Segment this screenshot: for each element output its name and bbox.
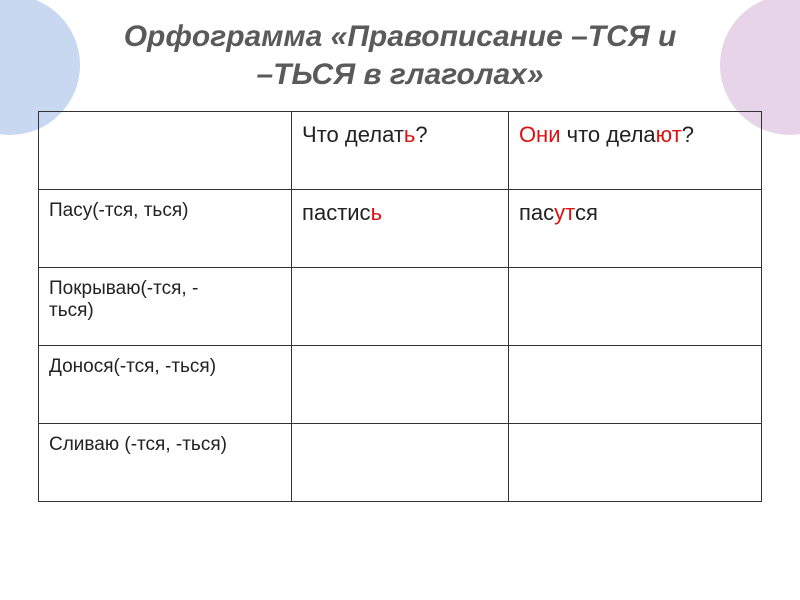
pl-highlight: ут xyxy=(554,200,575,225)
table-header-row: Что делать? Они что делают? xyxy=(39,112,762,190)
table-row: Сливаю (-тся, -ться) xyxy=(39,424,762,502)
page-title: Орфограмма «Правописание –ТСЯ и –ТЬСЯ в … xyxy=(0,0,800,103)
pl-post: ся xyxy=(575,200,598,225)
row-label: Сливаю (-тся, -ться) xyxy=(39,424,292,502)
row-plural: пасутся xyxy=(508,190,761,268)
row-plural xyxy=(508,268,761,346)
row-plural xyxy=(508,424,761,502)
q2-pre1: Они xyxy=(519,122,561,147)
title-line-2: –ТЬСЯ в глаголах» xyxy=(256,58,543,91)
row-infinitive xyxy=(292,346,509,424)
grammar-table-wrap: Что делать? Они что делают? Пасу(-тся, т… xyxy=(0,103,800,502)
table-row: Пасу(-тся, ться) пастись пасутся xyxy=(39,190,762,268)
header-question-plural: Они что делают? xyxy=(508,112,761,190)
title-line-1: Орфограмма «Правописание –ТСЯ и xyxy=(124,20,677,53)
table-row: Донося(-тся, -ться) xyxy=(39,346,762,424)
pl-pre: пас xyxy=(519,200,554,225)
q2-highlight: ют xyxy=(656,122,682,147)
q2-mid: что дела xyxy=(561,122,656,147)
row-plural xyxy=(508,346,761,424)
row-label-l1: Покрываю(-тся, - xyxy=(49,278,198,299)
row-infinitive: пастись xyxy=(292,190,509,268)
q1-pre: Что делат xyxy=(302,122,404,147)
row-label: Покрываю(-тся, - ться) xyxy=(39,268,292,346)
row-label-l2: ться) xyxy=(49,300,94,321)
table-row: Покрываю(-тся, - ться) xyxy=(39,268,762,346)
q2-post: ? xyxy=(682,122,694,147)
inf-highlight: ь xyxy=(371,200,382,225)
q1-post: ? xyxy=(415,122,427,147)
row-label: Донося(-тся, -ться) xyxy=(39,346,292,424)
row-infinitive xyxy=(292,268,509,346)
header-question-infinitive: Что делать? xyxy=(292,112,509,190)
row-infinitive xyxy=(292,424,509,502)
q1-highlight: ь xyxy=(404,122,415,147)
inf-pre: пастис xyxy=(302,200,371,225)
header-empty xyxy=(39,112,292,190)
grammar-table: Что делать? Они что делают? Пасу(-тся, т… xyxy=(38,111,762,502)
row-label: Пасу(-тся, ться) xyxy=(39,190,292,268)
